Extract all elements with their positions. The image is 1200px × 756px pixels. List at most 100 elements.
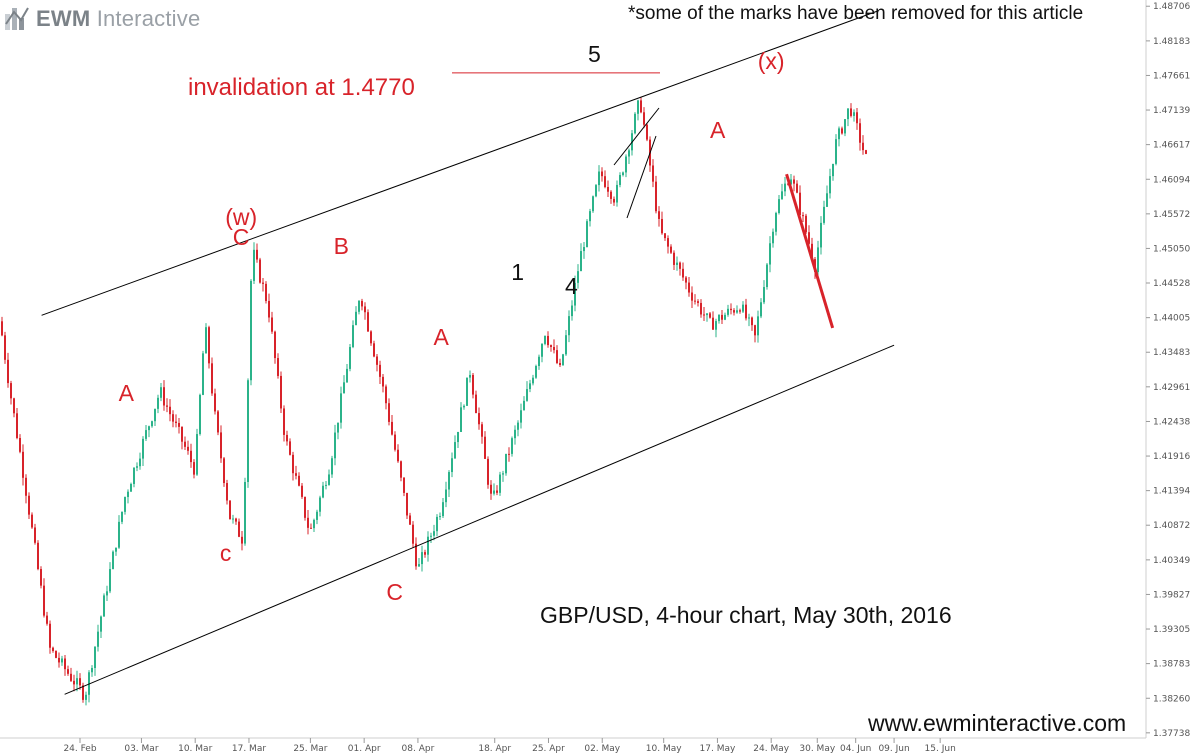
candle-body (301, 485, 303, 497)
candle-body (97, 631, 99, 647)
candle-body (613, 198, 615, 203)
candle-body (76, 678, 78, 685)
candle-body (436, 516, 438, 532)
candle-body (586, 221, 588, 248)
candle-body (325, 484, 327, 486)
x-tick-label: 03. Mar (124, 744, 158, 754)
candle-body (595, 185, 597, 197)
candle-body (433, 531, 435, 536)
candle-body (304, 496, 306, 518)
candle-body (310, 527, 312, 529)
candle-body (538, 356, 540, 366)
wedge-lower-line (626, 135, 657, 219)
candle-body (541, 343, 543, 357)
candle-body (379, 364, 381, 377)
candle-body (223, 458, 225, 484)
candle-body (658, 211, 660, 219)
candle-body (640, 100, 642, 113)
candle-body (709, 313, 711, 318)
y-tick-label: 1.47139 (1153, 106, 1190, 116)
wave-label: B (333, 232, 349, 259)
candle-body (259, 259, 261, 283)
candle-body (295, 473, 297, 476)
candle-body (571, 305, 573, 317)
candle-body (55, 650, 57, 658)
candle-body (274, 331, 276, 359)
candle-body (550, 345, 552, 347)
candle-body (388, 403, 390, 422)
candle-body (205, 327, 207, 354)
y-tick-label: 1.38783 (1153, 660, 1190, 670)
candle-body (7, 359, 9, 384)
candle-body (700, 302, 702, 315)
candle-body (679, 262, 681, 269)
candle-body (790, 179, 792, 185)
candle-body (757, 316, 759, 336)
candle-body (562, 354, 564, 366)
candle-body (694, 300, 696, 302)
candle-body (163, 387, 165, 406)
candle-body (850, 108, 852, 116)
candle-body (277, 358, 279, 376)
candle-body (442, 502, 444, 517)
overlays (41, 10, 895, 695)
candle-body (463, 405, 465, 408)
y-tick-label: 1.41394 (1153, 487, 1190, 497)
wave-label: A (118, 379, 134, 406)
candle-body (664, 233, 666, 239)
candle-body (445, 489, 447, 503)
candle-body (229, 500, 231, 520)
candle-body (643, 112, 645, 125)
channel-upper-line (41, 10, 879, 316)
candle-body (133, 467, 135, 484)
x-tick-label: 01. Apr (348, 744, 381, 754)
candle-body (13, 398, 15, 414)
candle-body (607, 186, 609, 192)
y-tick-label: 1.42438 (1153, 417, 1190, 427)
candle-body (208, 327, 210, 364)
candle-body (565, 335, 567, 355)
candle-body (547, 335, 549, 346)
y-tick-label: 1.47661 (1153, 71, 1190, 81)
candle-body (334, 432, 336, 459)
candle-body (859, 123, 861, 143)
candle-body (289, 441, 291, 455)
y-tick-label: 1.45572 (1153, 210, 1190, 220)
candle-body (472, 374, 474, 395)
candle-body (484, 436, 486, 459)
candle-body (493, 490, 495, 494)
candle-body (832, 163, 834, 177)
candle-body (400, 461, 402, 478)
candle-body (280, 375, 282, 409)
candle-body (406, 492, 408, 516)
y-tick-label: 1.45050 (1153, 244, 1190, 254)
candle-body (667, 238, 669, 247)
candle-body (724, 314, 726, 320)
candle-body (166, 405, 168, 407)
wave-label: 5 (588, 41, 601, 68)
candle-body (232, 518, 234, 520)
candle-body (148, 426, 150, 431)
candle-body (718, 314, 720, 322)
candle-body (775, 212, 777, 232)
candle-body (532, 377, 534, 384)
candle-body (670, 246, 672, 253)
y-tick-label: 1.48706 (1153, 2, 1190, 12)
candle-body (172, 414, 174, 422)
x-tick-label: 10. Mar (178, 744, 212, 754)
y-tick-label: 1.37738 (1153, 729, 1190, 739)
candle-body (382, 376, 384, 387)
candle-body (157, 397, 159, 409)
candle-body (490, 484, 492, 494)
candle-body (535, 365, 537, 378)
candle-body (49, 623, 51, 648)
candle-body (730, 308, 732, 311)
candle-body (826, 193, 828, 207)
candle-body (112, 551, 114, 570)
candle-body (337, 422, 339, 433)
candle-body (67, 669, 69, 674)
candle-body (448, 472, 450, 490)
candle-body (331, 458, 333, 475)
candle-body (592, 196, 594, 212)
x-tick-label: 24. Feb (63, 744, 96, 754)
